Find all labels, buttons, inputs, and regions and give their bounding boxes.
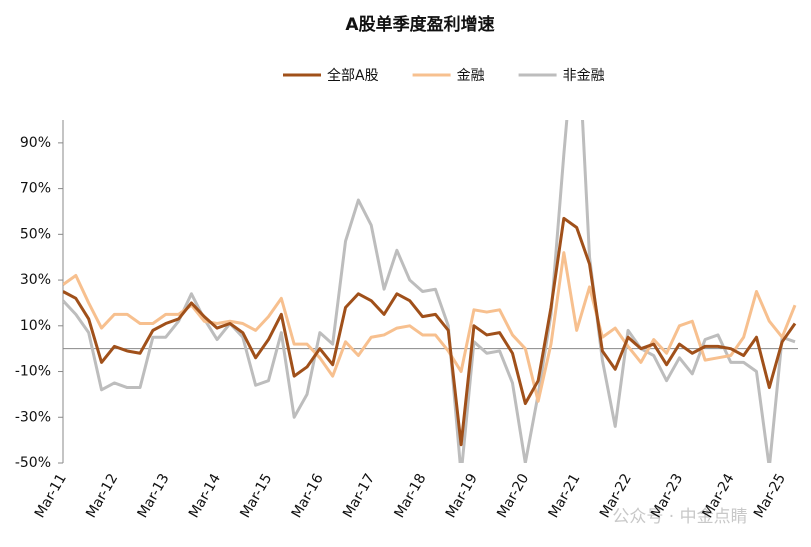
y-tick-label: 30%	[20, 272, 51, 288]
legend-label: 金融	[457, 68, 485, 84]
x-tick-label: Mar-21	[546, 471, 584, 521]
watermark: 公众号 · 中金点睛	[612, 507, 747, 527]
x-tick-label: Mar-12	[83, 471, 121, 521]
y-tick-label: 90%	[20, 135, 51, 151]
y-tick-label: -10%	[15, 364, 51, 380]
legend-label: 非金融	[563, 68, 605, 84]
x-tick-label: Mar-16	[289, 471, 327, 521]
x-tick-label: Mar-11	[32, 471, 70, 521]
line-series	[63, 216, 797, 447]
x-tick-label: Mar-15	[237, 471, 275, 521]
x-tick-label: Mar-25	[751, 471, 789, 521]
y-tick-label: 10%	[20, 318, 51, 334]
x-tick-label: Mar-14	[186, 471, 224, 521]
plot-area	[63, 120, 797, 463]
y-tick-label: -30%	[15, 409, 51, 425]
x-tick-label: Mar-20	[494, 471, 532, 521]
y-tick-label: 50%	[20, 226, 51, 242]
x-tick-label: Mar-17	[340, 471, 378, 521]
line-series	[63, 120, 796, 463]
legend-label: 全部A股	[327, 67, 379, 84]
x-tick-label: Mar-13	[135, 471, 173, 521]
x-tick-label: Mar-18	[391, 471, 429, 521]
y-tick-label: 70%	[20, 181, 51, 197]
chart-title: A股单季度盈利增速	[345, 14, 494, 35]
y-tick-label: -50%	[15, 455, 51, 471]
x-tick-label: Mar-19	[443, 471, 481, 521]
